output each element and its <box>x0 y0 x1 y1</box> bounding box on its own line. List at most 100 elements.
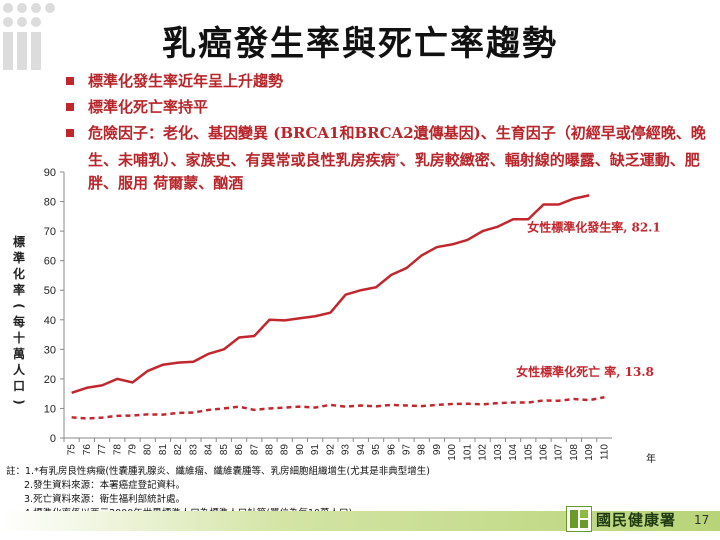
y-axis-title-char: 口 <box>13 379 25 393</box>
y-tick-label: 70 <box>44 226 56 238</box>
x-tick-label: 87 <box>249 444 260 456</box>
incidence-point <box>512 218 514 220</box>
mortality-point <box>284 406 286 408</box>
x-tick-label: 78 <box>112 444 123 456</box>
incidence-point <box>299 317 301 319</box>
y-tick-label: 0 <box>50 433 56 445</box>
bullet-item: 標準化發生率近年呈上升趨勢 <box>66 70 706 93</box>
mortality-point <box>329 404 331 406</box>
incidence-point <box>375 286 377 288</box>
mortality-point <box>268 407 270 409</box>
incidence-point <box>284 319 286 321</box>
incidence-point <box>329 311 331 313</box>
y-tick-label: 50 <box>44 285 56 297</box>
incidence-point <box>558 203 560 205</box>
incidence-rate-line <box>71 194 590 394</box>
x-tick-label: 108 <box>569 444 580 461</box>
x-tick-label: 93 <box>341 444 352 456</box>
incidence-point <box>588 194 590 196</box>
mortality-point <box>527 401 529 403</box>
footnote-marker: * <box>395 151 400 161</box>
mortality-point <box>70 416 72 418</box>
bullet-text: 標準化死亡率持平 <box>88 98 209 116</box>
mortality-point <box>116 415 118 417</box>
footnote-line: 註：1.*有乳房良性病癥(性囊腫乳腺炎、纖維瘤、纖維囊腫等、乳房細胞組織增生(尤… <box>6 466 430 477</box>
mortality-rate-line <box>71 395 605 420</box>
mortality-point <box>405 404 407 406</box>
x-tick-label: 84 <box>204 444 215 456</box>
footnote-line: 3.死亡資料來源：衛生福利部統計處。 <box>24 494 186 505</box>
logo-text: 國民健康署 <box>596 510 677 529</box>
mortality-point <box>314 406 316 408</box>
y-axis-title-char: 人 <box>13 362 26 377</box>
x-tick-label: 100 <box>447 444 458 461</box>
mortality-point <box>573 398 575 400</box>
y-axis-title-char: 每 <box>13 314 25 329</box>
x-tick-label: 85 <box>219 444 230 456</box>
footnote-line: 2.發生資料來源：本署癌症登記資料。 <box>24 480 186 491</box>
incidence-point <box>436 246 438 248</box>
incidence-point <box>573 197 575 199</box>
incidence-point <box>70 392 72 394</box>
mortality-point <box>192 411 194 413</box>
x-tick-label: 97 <box>402 444 413 456</box>
x-tick-label: 76 <box>82 444 93 456</box>
incidence-point <box>86 387 88 389</box>
incidence-point <box>223 348 225 350</box>
incidence-point <box>421 254 423 256</box>
mortality-point <box>101 416 103 418</box>
y-axis-title-char: 化 <box>13 266 25 281</box>
x-tick-label: 99 <box>432 444 443 456</box>
incidence-point <box>101 384 103 386</box>
y-axis-title-char: 標 <box>13 234 25 249</box>
bullet-text: 標準化發生率近年呈上升趨勢 <box>88 72 284 90</box>
page-number: 17 <box>694 513 710 527</box>
x-tick-label: 104 <box>508 444 519 461</box>
mortality-point <box>436 404 438 406</box>
mortality-point <box>131 414 133 416</box>
x-axis-title: 年 <box>646 452 656 465</box>
logo-emblem-icon <box>566 506 592 532</box>
y-axis-title-char: 萬 <box>13 346 25 361</box>
mortality-point <box>207 409 209 411</box>
bullet-square-icon <box>66 77 74 85</box>
x-tick-label: 94 <box>356 444 367 456</box>
incidence-point <box>497 225 499 227</box>
x-tick-label: 107 <box>554 444 565 461</box>
mortality-point <box>223 407 225 409</box>
y-axis-title-char: ) <box>12 399 26 404</box>
y-tick-label: 80 <box>44 197 56 209</box>
incidence-point <box>542 203 544 205</box>
incidence-point <box>131 381 133 383</box>
incidence-point <box>253 335 255 337</box>
x-tick-label: 98 <box>417 444 428 456</box>
y-tick-label: 90 <box>44 167 56 179</box>
y-axis-title-char: 率 <box>13 282 25 297</box>
mortality-point <box>177 412 179 414</box>
incidence-point <box>314 315 316 317</box>
incidence-data-label: 女性標準化發生率, 82.1 <box>527 219 661 234</box>
incidence-point <box>192 361 194 363</box>
mortality-point <box>147 413 149 415</box>
x-tick-label: 90 <box>295 444 306 456</box>
bullet-item: 危險因子：老化、基因變異 (BRCA1和BRCA2遺傳基因)、生育因子（初經早或… <box>66 122 706 195</box>
bullet-text-continued: 、乳房較緻密、輻射線的曝露、缺乏運動、肥胖、服用 荷爾蒙、酗酒 <box>88 151 700 192</box>
mortality-point <box>588 399 590 401</box>
page-title: 乳癌發生率與死亡率趨勢 <box>162 24 558 64</box>
incidence-point <box>344 293 346 295</box>
incidence-point <box>238 336 240 338</box>
x-tick-label: 79 <box>128 444 139 456</box>
incidence-point <box>466 239 468 241</box>
trend-line-chart: 0 10 20 30 40 50 60 70 80 90 75 76 77 78 79 80 81 82 83 84 8… <box>12 167 661 465</box>
y-tick-label: 30 <box>44 344 56 356</box>
mortality-point <box>481 403 483 405</box>
x-tick-label: 95 <box>371 444 382 456</box>
incidence-point <box>177 361 179 363</box>
mortality-point <box>451 403 453 405</box>
bullet-list: 標準化發生率近年呈上升趨勢 標準化死亡率持平 危險因子：老化、基因變異 (BRC… <box>66 70 706 198</box>
mortality-point <box>603 396 605 398</box>
mortality-point <box>162 413 164 415</box>
x-tick-label: 89 <box>280 444 291 456</box>
y-axis-title-char: 十 <box>13 330 25 345</box>
y-axis-title-char: 準 <box>13 250 25 265</box>
